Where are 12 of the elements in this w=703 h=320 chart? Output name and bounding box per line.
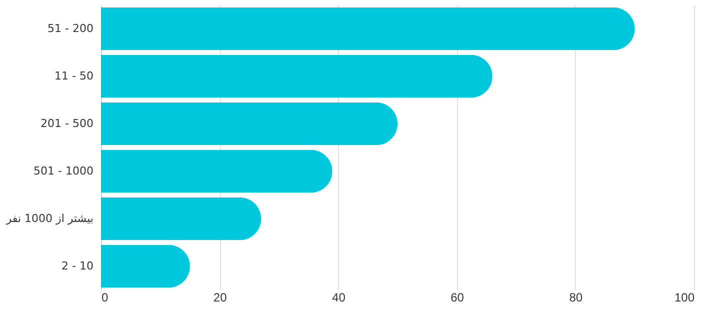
x-tick-label: 60 <box>450 290 464 304</box>
y-tick-label: 2 - 10 <box>62 259 94 272</box>
x-tick-label: 100 <box>674 290 695 304</box>
x-tick-label: 80 <box>569 290 583 304</box>
y-tick-label: 201 - 500 <box>40 116 94 130</box>
x-tick-label: 20 <box>213 290 228 304</box>
y-tick-label: 501 - 1000 <box>34 164 94 178</box>
x-tick-label: 0 <box>102 290 108 304</box>
x-tick-label: 40 <box>332 290 346 304</box>
y-tick-label: بیشتر از 1000 نفر <box>5 212 94 225</box>
y-tick-label: 11 - 50 <box>54 69 94 82</box>
y-tick-label: 51 - 200 <box>48 22 94 35</box>
